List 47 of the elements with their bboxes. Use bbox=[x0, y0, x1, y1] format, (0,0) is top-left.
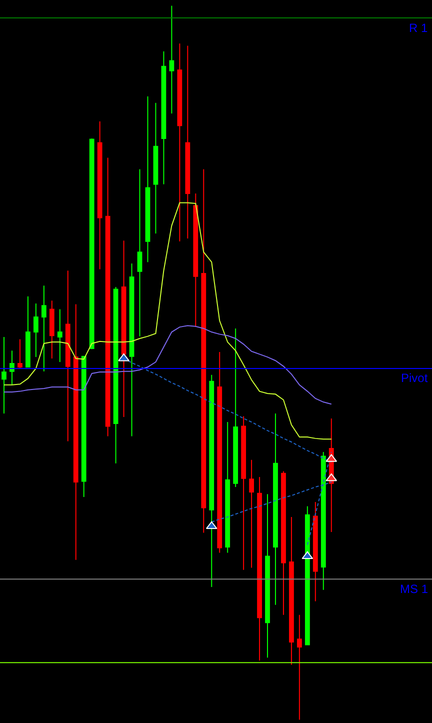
candlestick bbox=[177, 43, 182, 242]
candlestick bbox=[97, 120, 102, 270]
candlestick bbox=[113, 286, 118, 464]
candlestick bbox=[249, 459, 254, 568]
candlestick bbox=[89, 138, 94, 350]
ref-line-label: MS 1 bbox=[400, 582, 428, 596]
candlestick bbox=[137, 168, 142, 337]
ref-line-label: R 1 bbox=[409, 21, 428, 35]
ref-line-label: Pivot bbox=[401, 371, 428, 385]
candlestick bbox=[225, 422, 230, 554]
candlestick bbox=[81, 356, 86, 498]
candlestick bbox=[312, 501, 318, 602]
candlestick bbox=[209, 374, 214, 588]
candlestick bbox=[281, 470, 286, 616]
point bbox=[326, 473, 338, 482]
candlestick bbox=[2, 336, 6, 414]
candlestick bbox=[233, 328, 238, 488]
candlestick bbox=[145, 96, 150, 263]
point bbox=[118, 353, 130, 362]
candlestick bbox=[121, 240, 126, 418]
candlestick bbox=[41, 285, 46, 372]
candlestick bbox=[10, 350, 14, 386]
candlestick bbox=[25, 296, 30, 368]
candlestick bbox=[73, 304, 78, 560]
candlestick bbox=[105, 157, 110, 437]
candlestick bbox=[153, 102, 158, 234]
point bbox=[302, 551, 314, 560]
candlestick bbox=[201, 168, 206, 534]
candlestick bbox=[241, 416, 246, 570]
candlestick bbox=[169, 5, 174, 114]
candlestick bbox=[185, 45, 190, 239]
candlestick bbox=[33, 302, 38, 358]
candlestick bbox=[265, 494, 270, 658]
candlestick bbox=[161, 50, 166, 185]
candlestick bbox=[57, 308, 62, 363]
candlestick bbox=[217, 352, 222, 554]
candlestick bbox=[257, 476, 262, 662]
candlestick bbox=[65, 270, 70, 442]
candlestick bbox=[320, 452, 326, 590]
candlestick bbox=[49, 300, 54, 359]
candlestick bbox=[18, 338, 22, 369]
candlestick bbox=[296, 614, 302, 720]
candlestick bbox=[193, 193, 198, 328]
candlestick bbox=[289, 516, 294, 666]
candlestick bbox=[273, 412, 278, 606]
candlestick bbox=[129, 262, 134, 437]
point bbox=[206, 521, 218, 530]
